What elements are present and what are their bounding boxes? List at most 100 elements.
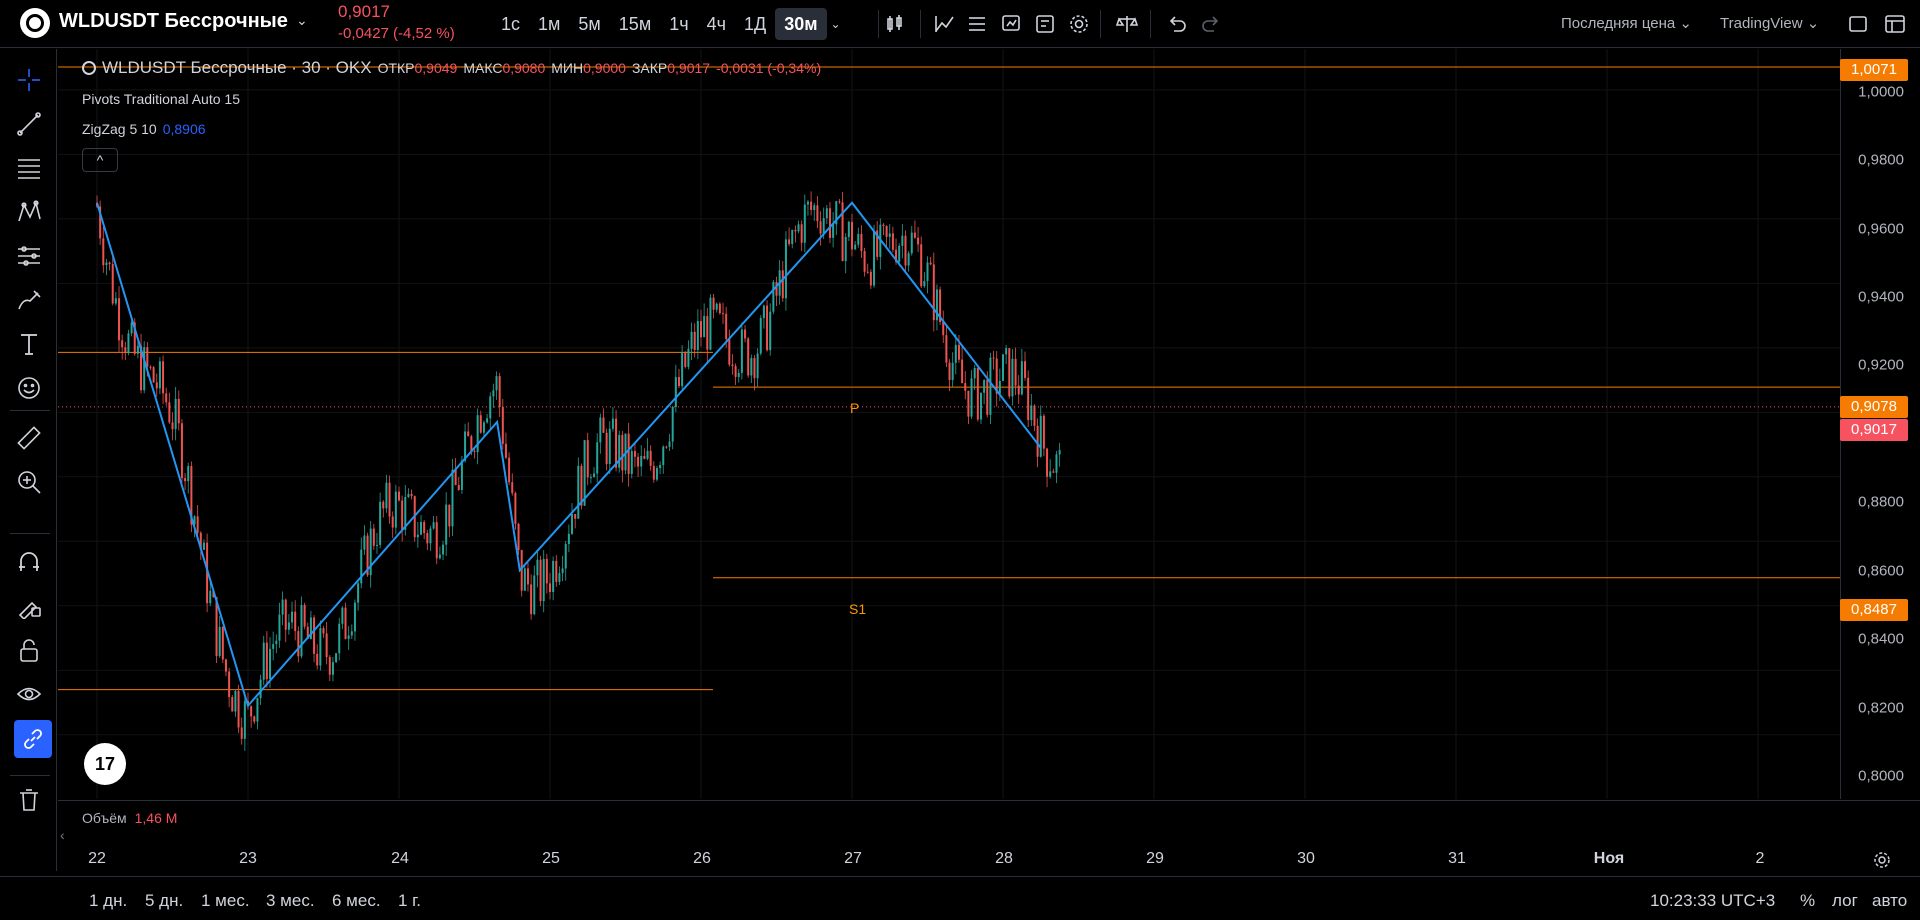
candle-body bbox=[825, 208, 828, 219]
candle-body bbox=[633, 451, 636, 457]
candle-body bbox=[473, 451, 476, 453]
candle-body bbox=[939, 289, 942, 322]
volume-indicator[interactable]: Объём 1,46 M bbox=[82, 810, 177, 826]
candle-body bbox=[309, 617, 312, 639]
divider bbox=[10, 410, 50, 411]
candle-body bbox=[382, 501, 385, 509]
alert-icon[interactable] bbox=[996, 9, 1026, 39]
interval-1m[interactable]: 1м bbox=[538, 14, 561, 34]
candle-body bbox=[992, 357, 995, 359]
indicators-icon[interactable] bbox=[930, 9, 960, 39]
auto-toggle[interactable]: авто bbox=[1872, 891, 1908, 910]
legend-collapse-button[interactable]: ^ bbox=[82, 148, 118, 172]
replay-icon[interactable] bbox=[1030, 9, 1060, 39]
indicator-zigzag[interactable]: ZigZag 5 10 0,8906 bbox=[82, 121, 206, 137]
candle-body bbox=[523, 568, 526, 591]
interval-1s[interactable]: 1с bbox=[501, 14, 521, 34]
eye-icon[interactable] bbox=[14, 679, 44, 709]
collapse-toolbar-icon[interactable]: ‹ bbox=[60, 827, 65, 843]
templates-icon[interactable] bbox=[962, 9, 992, 39]
account-menu-button[interactable] bbox=[20, 8, 50, 38]
trash-icon[interactable] bbox=[14, 785, 44, 815]
candle-body bbox=[353, 602, 356, 632]
candle-body bbox=[810, 201, 813, 211]
interval-1h[interactable]: 1ч bbox=[669, 14, 689, 34]
price-label: 0,8000 bbox=[1858, 767, 1904, 785]
chevron-down-icon[interactable]: ⌄ bbox=[296, 12, 308, 28]
interval-4h[interactable]: 4ч bbox=[706, 14, 726, 34]
range-6m[interactable]: 6 мес. bbox=[332, 891, 381, 910]
price-chart[interactable] bbox=[58, 49, 1840, 799]
interval-dropdown-icon[interactable]: ⌄ bbox=[830, 17, 841, 31]
magnet-icon[interactable] bbox=[14, 547, 44, 577]
interval-1d[interactable]: 1Д bbox=[743, 14, 767, 34]
interval-5m[interactable]: 5м bbox=[578, 14, 601, 34]
zoom-in-icon[interactable] bbox=[14, 467, 44, 497]
price-type-dropdown[interactable]: Последняя цена ⌄ bbox=[1561, 15, 1692, 32]
candle-body bbox=[873, 230, 876, 286]
tradingview-logo-icon[interactable]: 17 bbox=[84, 743, 126, 785]
candle-body bbox=[898, 245, 901, 262]
legend-open-label: ОТКР bbox=[377, 60, 415, 76]
zigzag-line bbox=[96, 201, 1042, 708]
symbol-search-button[interactable]: WLDUSDT Бессрочные bbox=[59, 10, 288, 32]
snapshot-icon[interactable] bbox=[1880, 9, 1910, 39]
crosshair-icon[interactable] bbox=[14, 65, 44, 95]
text-icon[interactable] bbox=[14, 329, 44, 359]
fullscreen-icon[interactable] bbox=[1843, 9, 1873, 39]
candle-body bbox=[495, 376, 498, 391]
interval-30m[interactable]: 30м bbox=[775, 8, 827, 40]
time-axis[interactable] bbox=[58, 800, 1920, 838]
candle-body bbox=[690, 331, 693, 349]
interval-15m[interactable]: 15м bbox=[618, 14, 652, 34]
legend-high-label: МАКС bbox=[463, 60, 503, 76]
fib-retracement-icon[interactable] bbox=[14, 153, 44, 183]
compare-scale-icon[interactable] bbox=[1112, 9, 1142, 39]
range-1m[interactable]: 1 мес. bbox=[201, 891, 250, 910]
candle-body bbox=[901, 235, 904, 246]
candles-type-icon[interactable] bbox=[880, 9, 910, 39]
ruler-icon[interactable] bbox=[14, 423, 44, 453]
candle-body bbox=[700, 321, 702, 338]
lock-drawing-icon[interactable] bbox=[14, 591, 44, 621]
candle-body bbox=[998, 380, 1001, 394]
link-sync-icon[interactable] bbox=[14, 720, 52, 758]
candle-body bbox=[511, 482, 514, 494]
range-5d[interactable]: 5 дн. bbox=[145, 891, 184, 910]
emoji-icon[interactable] bbox=[14, 373, 44, 403]
timezone-clock[interactable]: 10:23:33 UTC+3 bbox=[1650, 891, 1776, 910]
unlock-icon[interactable] bbox=[14, 635, 44, 665]
redo-icon[interactable] bbox=[1196, 9, 1226, 39]
candle-body bbox=[630, 451, 633, 474]
legend-symbol[interactable]: WLDUSDT Бессрочные · 30 · OKX bbox=[102, 58, 372, 77]
axis-settings-gear-icon[interactable] bbox=[1872, 850, 1892, 870]
settings-gear-icon[interactable] bbox=[1064, 9, 1094, 39]
candle-body bbox=[398, 491, 400, 501]
candle-body bbox=[791, 229, 794, 244]
candle-body bbox=[844, 237, 847, 262]
candle-body bbox=[526, 568, 529, 585]
chart-area[interactable] bbox=[58, 49, 1840, 799]
pivot-p-label: P bbox=[850, 400, 860, 416]
candle-body bbox=[567, 533, 570, 544]
platform-dropdown[interactable]: TradingView ⌄ bbox=[1720, 15, 1820, 32]
undo-icon[interactable] bbox=[1162, 9, 1192, 39]
candle-body bbox=[152, 367, 155, 383]
candle-body bbox=[1052, 471, 1055, 473]
candle-body bbox=[605, 432, 608, 464]
range-3m[interactable]: 3 мес. bbox=[266, 891, 315, 910]
forecast-icon[interactable] bbox=[14, 241, 44, 271]
candle-body bbox=[445, 504, 448, 545]
candle-body bbox=[580, 465, 583, 506]
pattern-icon[interactable] bbox=[14, 197, 44, 227]
percent-toggle[interactable]: % bbox=[1800, 891, 1816, 910]
candle-body bbox=[202, 542, 205, 550]
range-1y[interactable]: 1 г. bbox=[398, 891, 422, 910]
indicator-pivots[interactable]: Pivots Traditional Auto 15 bbox=[82, 91, 240, 107]
log-toggle[interactable]: лог bbox=[1832, 891, 1858, 910]
candle-body bbox=[486, 418, 489, 423]
trendline-icon[interactable] bbox=[14, 109, 44, 139]
range-1d[interactable]: 1 дн. bbox=[89, 891, 128, 910]
candle-body bbox=[712, 297, 715, 310]
brush-icon[interactable] bbox=[14, 285, 44, 315]
